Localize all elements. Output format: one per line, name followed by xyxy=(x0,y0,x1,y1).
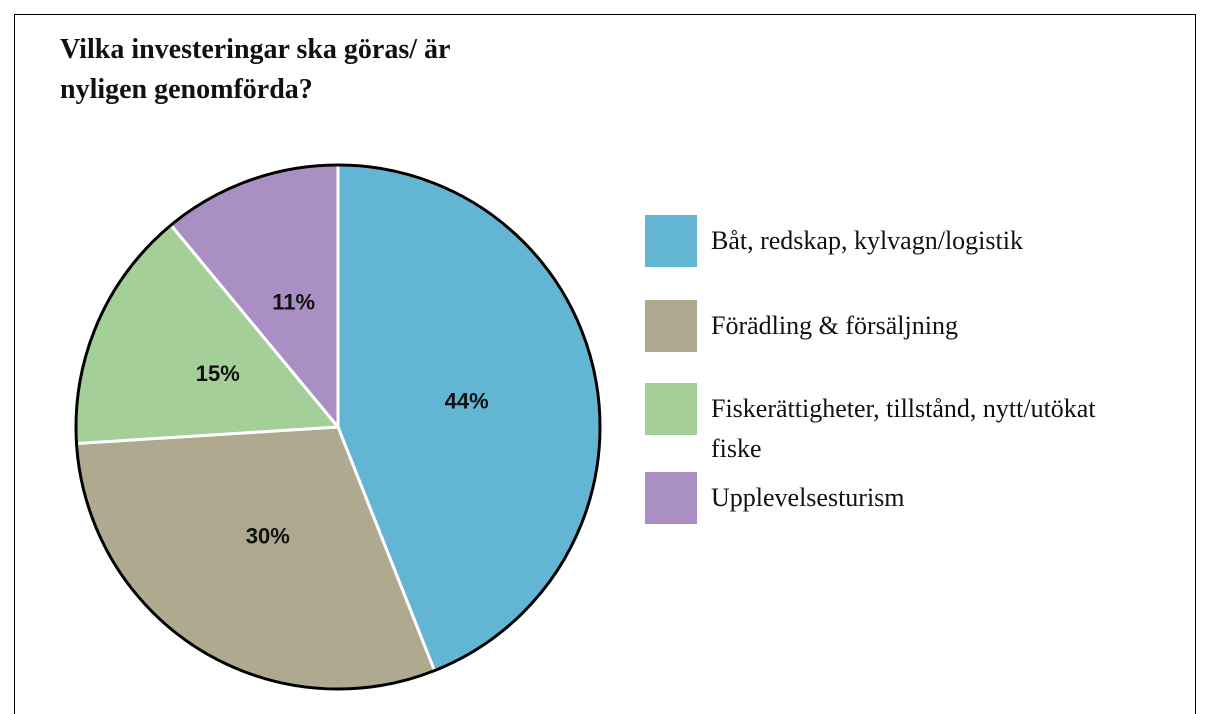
legend-label: Båt, redskap, kylvagn/logistik xyxy=(711,226,1023,255)
data-label: 30% xyxy=(246,523,290,548)
legend-item: Båt, redskap, kylvagn/logistik xyxy=(645,215,1131,267)
legend-label: Förädling & försäljning xyxy=(711,311,958,340)
pie-outline xyxy=(74,163,602,691)
data-label: 44% xyxy=(445,388,489,413)
frame xyxy=(14,14,1196,714)
legend-swatch xyxy=(645,300,697,352)
legend-item: Fiskerättigheter, tillstånd, nytt/utökat… xyxy=(645,383,1131,469)
legend-item: Förädling & försäljning xyxy=(645,300,1131,352)
legend-swatch xyxy=(645,472,697,524)
chart-title: Vilka investeringar ska göras/ är nylige… xyxy=(60,34,450,105)
legend-swatch xyxy=(645,215,697,267)
data-label: 11% xyxy=(272,290,315,315)
legend-item: Upplevelsesturism xyxy=(645,472,1131,524)
data-label: 15% xyxy=(196,361,240,386)
legend-label: Upplevelsesturism xyxy=(711,483,905,512)
legend-label: Fiskerättigheter, tillstånd, nytt/utökat… xyxy=(711,394,1096,463)
legend-swatch xyxy=(645,383,697,435)
